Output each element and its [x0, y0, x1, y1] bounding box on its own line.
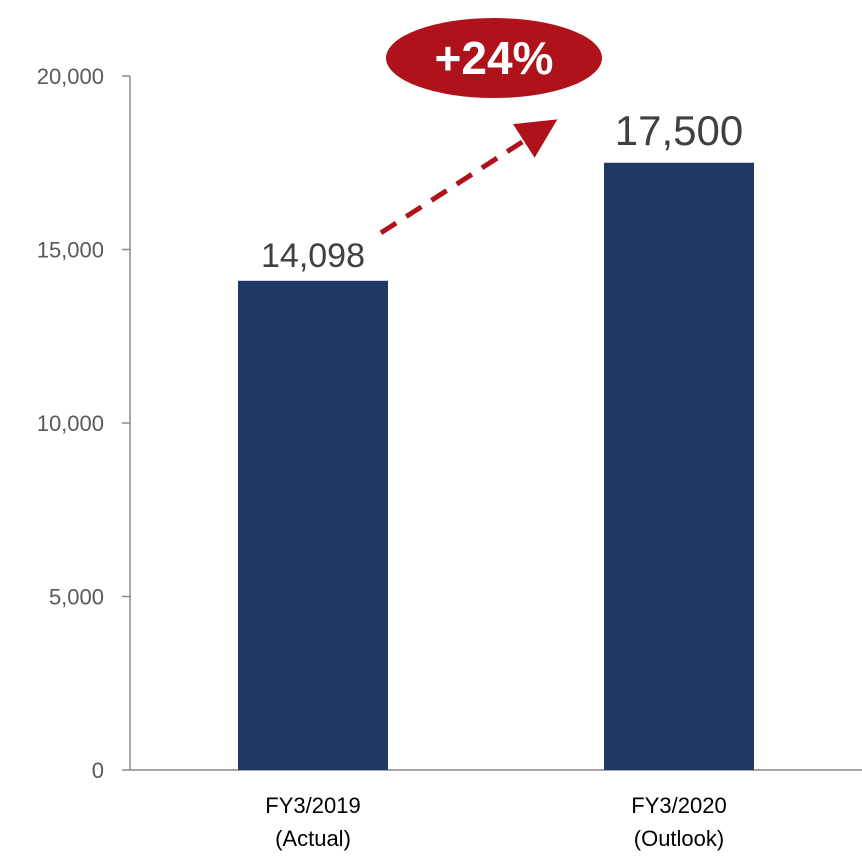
- data-labels: 14,098 17,500: [261, 107, 743, 275]
- data-label: 17,500: [615, 107, 743, 154]
- bars: [238, 162, 754, 770]
- bar: [604, 162, 754, 770]
- x-tick-label: (Actual): [275, 826, 351, 851]
- x-tick-label: (Outlook): [634, 826, 724, 851]
- growth-arrow: [379, 119, 558, 235]
- growth-annotation: +24%: [379, 18, 602, 235]
- y-tick-label: 0: [92, 758, 104, 783]
- y-tick-label: 20,000: [37, 64, 104, 89]
- y-tick-label: 5,000: [49, 585, 104, 610]
- y-tick-label: 15,000: [37, 238, 104, 263]
- x-axis-labels: FY3/2019 (Actual) FY3/2020 (Outlook): [265, 793, 726, 851]
- bar: [238, 280, 388, 770]
- x-tick-label: FY3/2019: [265, 793, 360, 818]
- y-axis-ticks: 0 5,000 10,000 15,000 20,000: [37, 64, 130, 783]
- x-tick-label: FY3/2020: [631, 793, 726, 818]
- y-tick-label: 10,000: [37, 411, 104, 436]
- growth-badge: [386, 18, 602, 98]
- data-label: 14,098: [261, 237, 365, 275]
- growth-badge-text: +24%: [435, 32, 554, 84]
